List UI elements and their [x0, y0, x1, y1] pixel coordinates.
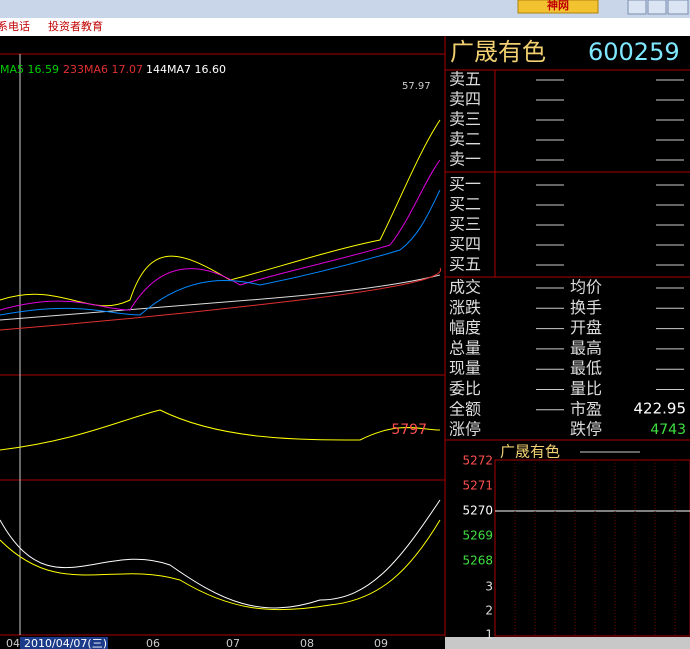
ma-line: [0, 159, 441, 311]
ma-legend: 233MA6 17.07: [63, 63, 143, 76]
toolbar: [0, 18, 690, 36]
mini-y-label: 2: [485, 604, 493, 618]
stat-label: 成交: [449, 278, 481, 297]
ask-label: 卖四: [449, 90, 481, 109]
mini-chart-frame: [494, 459, 690, 637]
stat-label: 幅度: [449, 318, 481, 337]
volume-ma: [0, 409, 441, 451]
stat-label: 均价: [570, 278, 602, 297]
bid-label: 买四: [449, 235, 481, 254]
stat-label: 换手: [570, 298, 602, 317]
mini-y-label: 1: [485, 628, 493, 642]
ask-label: 卖一: [449, 150, 481, 169]
bid-label: 买三: [449, 215, 481, 234]
macd-line: [0, 519, 441, 611]
maximize[interactable]: [647, 0, 667, 15]
close[interactable]: [667, 0, 689, 15]
ask-label: 卖三: [449, 110, 481, 129]
ask-label: 卖五: [449, 70, 481, 89]
stat-label: 总量: [449, 338, 481, 357]
stat-label: 全额: [449, 399, 481, 418]
date-label: 06: [146, 637, 160, 649]
mini-y-label: 5270: [462, 504, 493, 518]
stat-label: 跌停: [570, 420, 602, 439]
date-label: 07: [226, 637, 240, 649]
stat-label: 市盈: [570, 399, 602, 418]
stat-label: 开盘: [570, 318, 602, 337]
macd-line: [0, 499, 441, 609]
date-label: 2010/04/07(三): [24, 637, 107, 649]
ma-line: [0, 267, 442, 331]
stat-label: 最低: [570, 359, 602, 378]
stat-label: 现量: [449, 359, 481, 378]
bid-label: 买二: [449, 195, 481, 214]
stock-code: 600259: [588, 38, 680, 66]
mini-y-label: 5269: [462, 529, 493, 543]
bid-label: 买一: [449, 175, 481, 194]
stock-name: 广晟有色: [450, 38, 546, 66]
ma-legend: 144MA7 16.60: [146, 63, 226, 76]
date-highlight: [20, 637, 108, 649]
ma-line: [0, 119, 441, 307]
mini-y-label: 5272: [462, 454, 493, 468]
pe-value: 422.95: [634, 400, 687, 418]
stat-label: 涨停: [449, 420, 481, 439]
mini-y-label: 5271: [462, 479, 493, 493]
stat-label: 最高: [570, 338, 602, 357]
mini-y-label: 3: [485, 580, 493, 594]
mini-y-label: 5268: [462, 554, 493, 568]
limit-down: 4743: [650, 422, 686, 438]
app-button-label: 神网: [547, 0, 569, 12]
toolbar-link[interactable]: 联系电话: [0, 20, 30, 33]
tab-bar: [445, 637, 690, 649]
ask-label: 卖二: [449, 130, 481, 149]
ma-legend: MA5 16.59: [0, 63, 59, 76]
date-axis: [0, 636, 445, 649]
high-label: 57.97: [402, 81, 431, 92]
stat-label: 涨跌: [449, 298, 481, 317]
stat-label: 量比: [570, 379, 602, 398]
mini-chart-title: 广晟有色: [500, 443, 560, 461]
ma-line: [0, 274, 441, 321]
stat-label: 委比: [449, 379, 481, 398]
date-label: 08: [300, 637, 314, 649]
ma-line: [0, 189, 441, 316]
app-button[interactable]: [517, 0, 599, 14]
date-label: 09: [374, 637, 388, 649]
limit-up: 5797: [391, 422, 427, 438]
toolbar-link[interactable]: 投资者教育: [48, 19, 103, 33]
bid-label: 买五: [449, 255, 481, 274]
minimize[interactable]: [627, 0, 647, 15]
date-label: 04: [6, 637, 20, 649]
